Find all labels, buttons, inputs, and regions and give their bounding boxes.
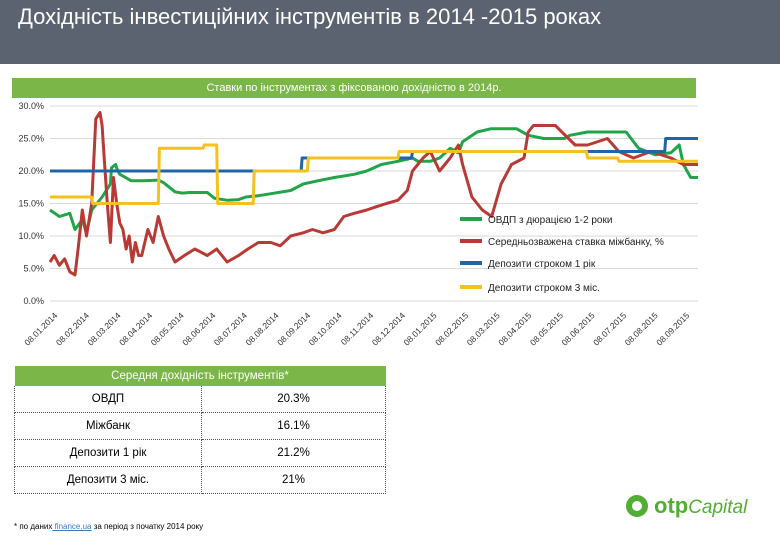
instrument-yield: 21% <box>201 466 386 494</box>
table-row: Депозити 1 рік 21.2% <box>14 439 386 467</box>
y-tick-label: 20.0% <box>18 166 44 176</box>
chart-title: Ставки по інструментах з фіксованою дохі… <box>12 78 696 98</box>
instrument-name: Депозити 1 рік <box>14 439 202 467</box>
x-tick-label: 08.09.2015 <box>654 310 691 347</box>
title-bar: Дохідність інвестиційних інструментів в … <box>0 0 780 64</box>
instrument-yield: 21.2% <box>201 439 386 467</box>
logo-brand: otp <box>654 493 689 518</box>
y-tick-label: 0.0% <box>23 296 44 306</box>
source-link[interactable]: finance.ua <box>52 522 92 531</box>
table-row: Міжбанк 16.1% <box>14 412 386 440</box>
footnote: * по даних finance.ua за період з початк… <box>14 522 203 531</box>
instrument-name: Депозити 3 міс. <box>14 466 202 494</box>
series-line <box>48 111 698 277</box>
otp-capital-logo: otpCapital <box>626 493 756 523</box>
legend-label: ОВДП з дюрацією 1-2 роки <box>488 215 612 226</box>
logo-text: otpCapital <box>654 493 747 521</box>
y-tick-label: 25.0% <box>18 134 44 144</box>
footnote-prefix: * по даних <box>14 522 53 531</box>
x-tick-label: 08.10.2014 <box>307 310 344 347</box>
legend-label: Середньозважена ставка міжбанку, % <box>488 236 664 248</box>
instrument-yield: 20.3% <box>201 386 386 413</box>
instrument-yield: 16.1% <box>201 412 386 440</box>
footnote-suffix: за період з початку 2014 року <box>91 522 204 531</box>
y-tick-label: 10.0% <box>18 231 44 241</box>
legend-label: Депозити строком 3 міс. <box>488 283 600 294</box>
instrument-name: Міжбанк <box>14 412 202 440</box>
y-tick-label: 30.0% <box>18 101 44 111</box>
otp-logo-icon <box>626 495 648 517</box>
page-title: Дохідність інвестиційних інструментів в … <box>18 4 602 29</box>
logo-suffix: Capital <box>688 497 748 518</box>
rates-line-chart: 0.0%5.0%10.0%15.0%20.0%25.0%30.0% 08.01.… <box>18 101 698 347</box>
series-line <box>49 127 698 235</box>
y-tick-label: 15.0% <box>18 199 44 209</box>
average-yield-table: Середня дохідність інструментів* ОВДП 20… <box>14 366 386 494</box>
legend-label: Депозити строком 1 рік <box>488 259 596 270</box>
instrument-name: ОВДП <box>14 386 202 413</box>
y-tick-label: 5.0% <box>23 264 44 274</box>
table-row: Депозити 3 міс. 21% <box>14 466 386 494</box>
table-header: Середня дохідність інструментів* <box>14 366 386 386</box>
table-row: ОВДП 20.3% <box>14 386 386 413</box>
series-line <box>50 143 698 205</box>
